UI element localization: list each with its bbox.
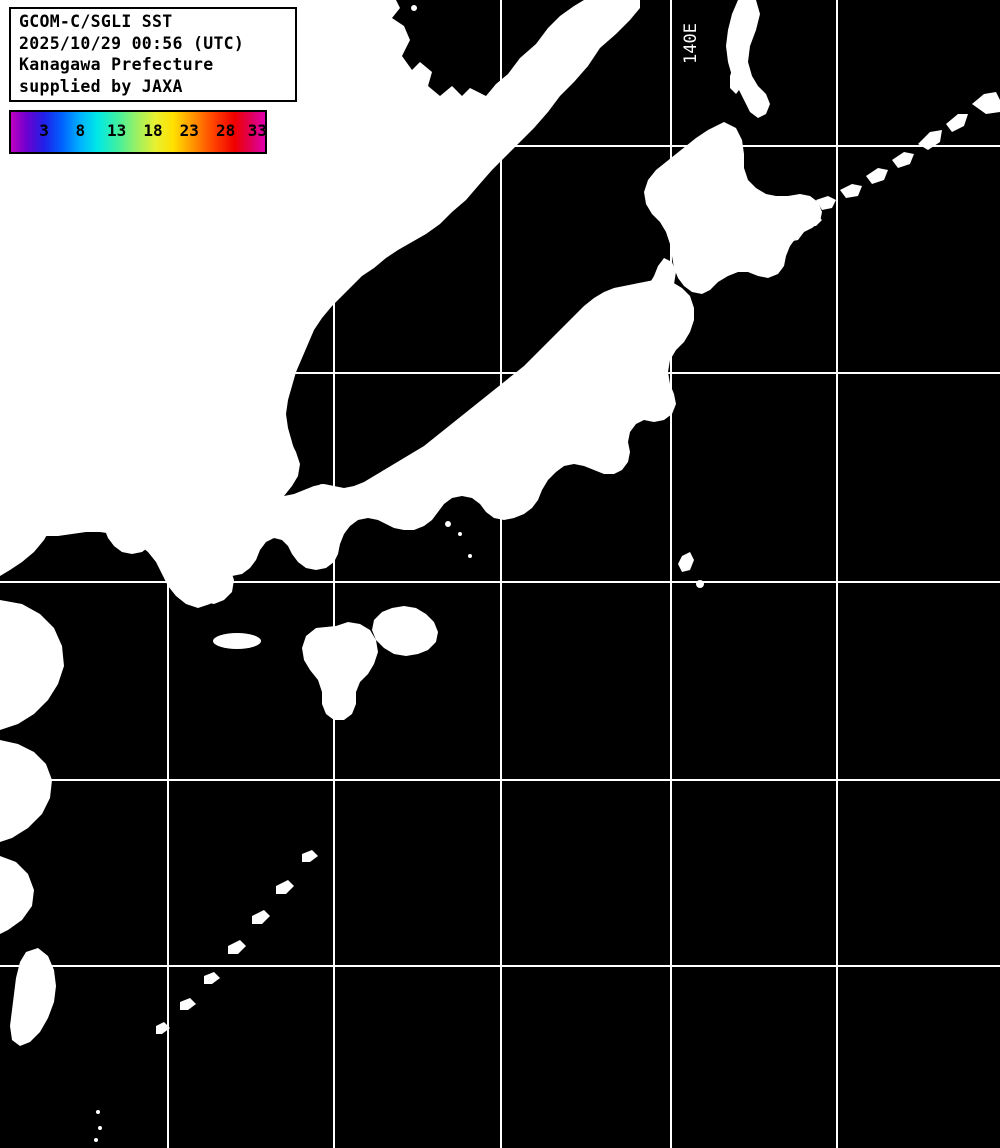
china-coast-lower xyxy=(0,600,64,730)
colorbar-tick-33: 33 xyxy=(247,121,268,140)
colorbar-tick-labels: 3 8 13 18 23 28 33 xyxy=(11,112,268,152)
korea-west-coast xyxy=(0,430,60,576)
colorbar-gradient xyxy=(11,112,265,152)
jeju-island xyxy=(213,633,261,649)
noto-peninsula xyxy=(606,432,622,454)
sado-island xyxy=(600,399,616,409)
ryukyu-islands xyxy=(156,850,318,1034)
kyushu-island xyxy=(302,622,378,720)
shikoku-island xyxy=(372,606,438,656)
oshima-island xyxy=(696,580,704,588)
colorbar-tick-18: 18 xyxy=(143,121,163,140)
info-legend-box: GCOM-C/SGLI SST 2025/10/29 00:56 (UTC) K… xyxy=(9,7,297,102)
taiwan-island xyxy=(10,948,56,1046)
sakhalin-south-tail xyxy=(730,56,748,94)
sakhalin-island xyxy=(726,0,770,118)
info-region: Kanagawa Prefecture xyxy=(19,55,214,74)
kuril-islands xyxy=(762,92,1000,260)
colorbar-tick-13: 13 xyxy=(107,121,127,140)
sst-colorbar: 3 8 13 18 23 28 33 xyxy=(9,110,267,154)
china-coast-south xyxy=(0,740,52,842)
colorbar-tick-8: 8 xyxy=(75,121,86,140)
colorbar-tick-28: 28 xyxy=(215,121,236,140)
info-title: GCOM-C/SGLI SST xyxy=(19,12,173,31)
gridline-label-40n: 40N xyxy=(2,353,33,373)
gridline-label-30n: 30N xyxy=(2,754,33,774)
colorbar-tick-23: 23 xyxy=(179,121,199,140)
info-credit: supplied by JAXA xyxy=(19,76,183,96)
izu-peninsula xyxy=(678,552,694,572)
china-coast-south2 xyxy=(0,856,34,934)
info-datetime: 2025/10/29 00:56 (UTC) xyxy=(19,33,245,53)
tsugaru-strait-land xyxy=(652,290,672,310)
gridline-label-140e: 140E xyxy=(681,23,701,64)
cloud-specks xyxy=(17,5,472,1142)
colorbar-tick-3: 3 xyxy=(39,121,49,140)
honshu-island xyxy=(102,280,694,576)
